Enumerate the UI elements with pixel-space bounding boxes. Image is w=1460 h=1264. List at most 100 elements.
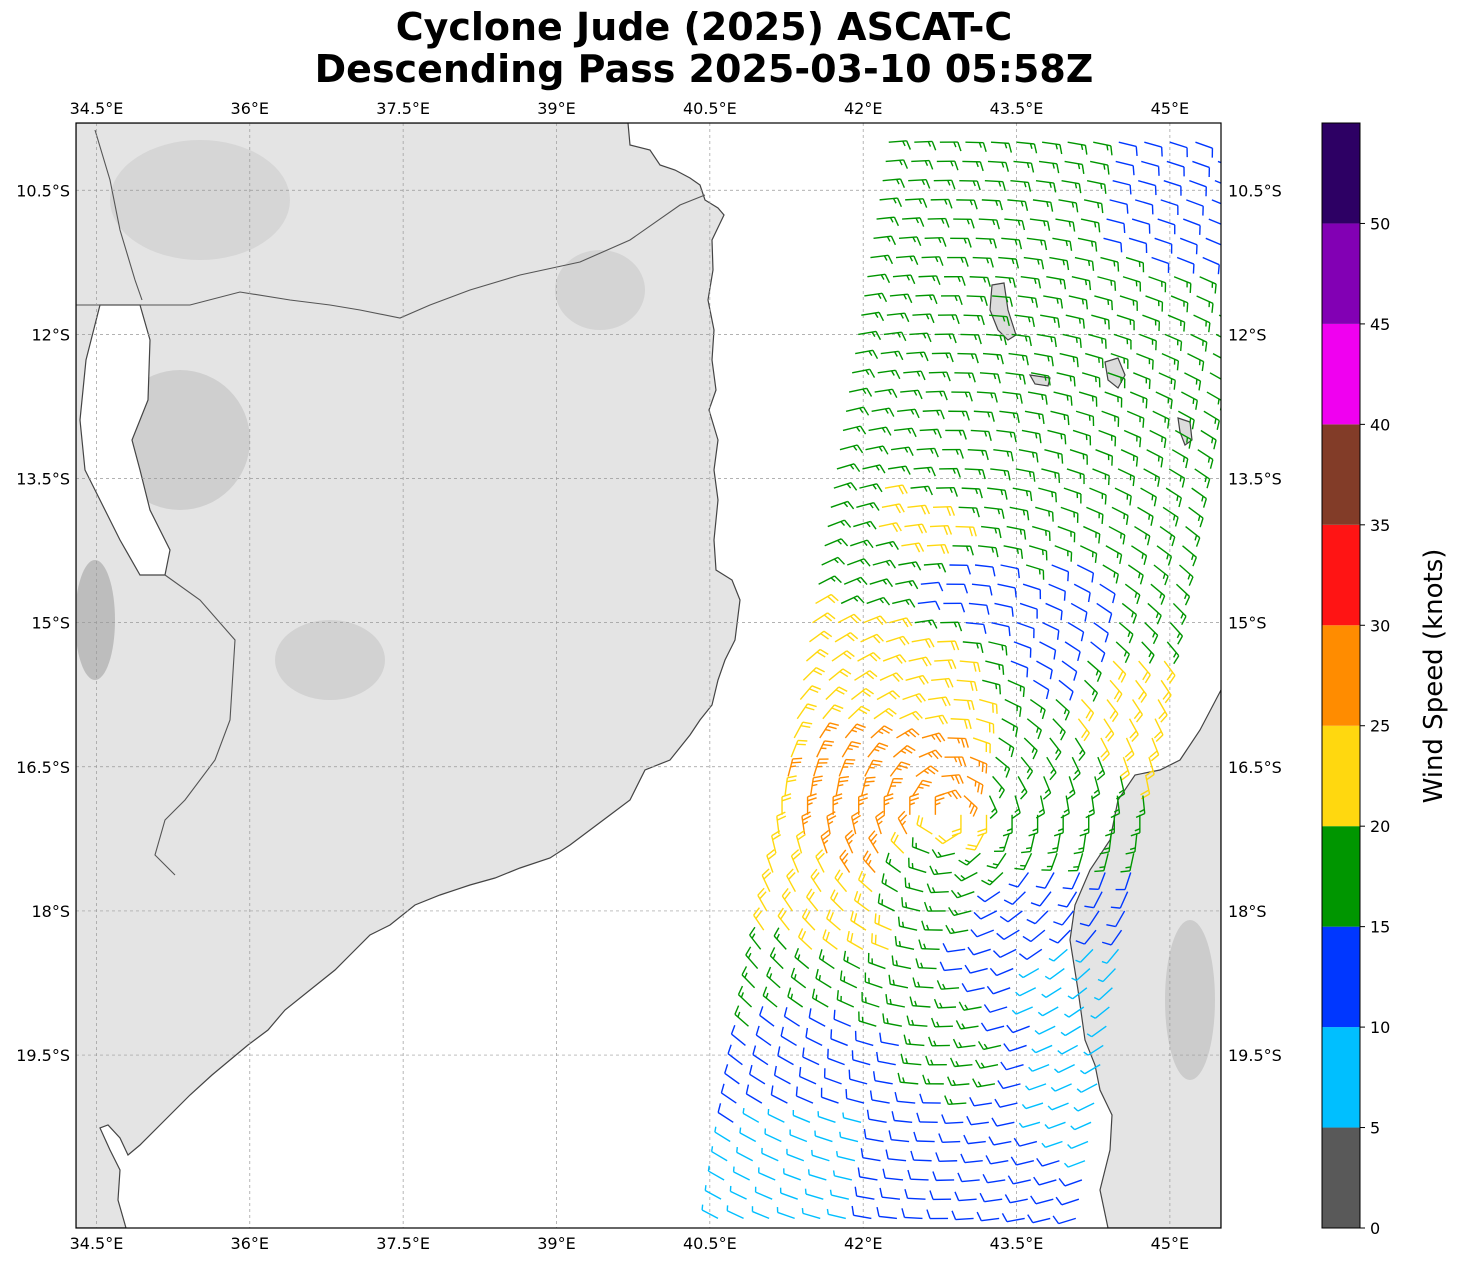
wind-barb-flag: [1142, 671, 1149, 681]
wind-barb-flag: [884, 274, 891, 284]
wind-barb-flag: [1073, 851, 1084, 855]
wind-barb-staff: [1033, 679, 1050, 691]
wind-barb-flag: [885, 426, 892, 436]
wind-barb-flag: [897, 810, 906, 819]
wind-barb-staff: [1145, 776, 1151, 795]
wind-barb-flag: [717, 1103, 722, 1113]
wind-barb: [1011, 333, 1032, 347]
wind-barb-half-flag: [1125, 866, 1131, 869]
wind-barb-half-flag: [1079, 749, 1084, 755]
wind-barb: [932, 1171, 955, 1182]
wind-barb: [969, 756, 988, 774]
wind-barb-flag: [1157, 477, 1161, 487]
wind-barb-flag: [842, 668, 852, 675]
wind-barb: [1106, 910, 1126, 928]
plot-frame: [75, 122, 1222, 1229]
wind-barb-flag: [942, 714, 949, 724]
wind-barb-staff: [1169, 141, 1188, 149]
wind-barb-staff: [766, 855, 774, 873]
wind-barb: [913, 1131, 935, 1143]
wind-barb-half-flag: [955, 449, 959, 455]
wind-barb-staff: [963, 1006, 982, 1011]
wind-barb-flag: [1170, 399, 1173, 410]
wind-barb-flag: [966, 565, 971, 575]
wind-barb-half-flag: [1078, 847, 1084, 850]
wind-barb: [1006, 1024, 1030, 1034]
wind-barb: [789, 1129, 808, 1143]
wind-barb-staff: [963, 314, 982, 317]
wind-barb-staff: [1158, 372, 1176, 381]
wind-barb: [1098, 429, 1117, 447]
wind-barb-flag: [976, 180, 981, 191]
wind-barb-flag: [970, 929, 978, 938]
wind-barb: [904, 523, 928, 534]
wind-barb-half-flag: [956, 738, 961, 744]
wind-barb-staff: [1112, 179, 1131, 186]
wind-barb-staff: [868, 1118, 887, 1123]
wind-barb-flag: [931, 619, 938, 629]
wind-barb-staff: [889, 617, 907, 624]
wind-barb-flag: [1167, 419, 1170, 429]
wind-barb-half-flag: [825, 728, 831, 732]
wind-barb: [1050, 1083, 1072, 1092]
wind-barb: [1105, 814, 1115, 837]
wind-barb: [926, 883, 949, 894]
wind-barb-half-flag: [871, 331, 876, 338]
wind-barb: [857, 1167, 878, 1181]
wind-barb: [958, 1001, 982, 1011]
wind-barb-staff: [1019, 987, 1037, 997]
wind-barb: [956, 199, 978, 210]
wind-barb-staff: [981, 199, 1000, 202]
wind-barb-half-flag: [1055, 143, 1058, 150]
wind-barb-staff: [1104, 391, 1122, 399]
wind-barb-staff: [1000, 564, 1019, 570]
wind-barb: [930, 198, 953, 209]
wind-barb: [933, 179, 956, 190]
wind-barb: [1120, 853, 1135, 873]
wind-barb-flag: [979, 161, 984, 172]
wind-barb: [1053, 391, 1073, 406]
wind-barb: [924, 237, 947, 247]
wind-barb-flag: [1018, 239, 1023, 250]
wind-barb-flag: [847, 500, 855, 510]
wind-barb-half-flag: [701, 1204, 704, 1211]
wind-barb: [1084, 679, 1099, 702]
wind-barb-flag: [823, 630, 833, 638]
wind-barb-staff: [812, 997, 829, 1008]
wind-barb: [836, 463, 861, 473]
lon-tick-label-bottom: 39°E: [537, 1234, 575, 1253]
wind-barb-staff: [1012, 1025, 1030, 1034]
wind-barb: [1100, 737, 1110, 762]
wind-barb-staff: [899, 710, 917, 720]
wind-barb-half-flag: [889, 998, 892, 1005]
wind-barb: [890, 446, 914, 457]
wind-barb-staff: [1024, 410, 1043, 416]
wind-barb-flag: [730, 1024, 736, 1035]
wind-barb-flag: [958, 1001, 965, 1011]
wind-barb-half-flag: [1001, 644, 1004, 651]
wind-barb-staff: [1028, 545, 1047, 552]
wind-barb: [936, 160, 959, 171]
wind-barb: [1191, 487, 1208, 508]
wind-barb: [911, 837, 930, 854]
wind-barb-staff: [824, 538, 842, 547]
wind-barb: [933, 505, 956, 516]
wind-barb-flag: [880, 727, 890, 734]
wind-barb: [947, 737, 969, 748]
wind-barb: [835, 775, 850, 796]
wind-barb-half-flag: [1152, 632, 1156, 638]
wind-barb-staff: [815, 977, 832, 989]
wind-barb: [902, 692, 926, 703]
wind-barb-flag: [797, 739, 808, 742]
wind-barb-half-flag: [1046, 201, 1049, 208]
wind-barb: [1161, 352, 1180, 371]
wind-barb-staff: [960, 333, 979, 336]
wind-barb-flag: [1055, 1196, 1063, 1206]
wind-barb-half-flag: [736, 1146, 738, 1153]
wind-barb-flag: [938, 256, 944, 266]
wind-barb-staff: [777, 1055, 794, 1066]
wind-barb: [836, 1151, 856, 1162]
wind-barb-flag: [1066, 260, 1070, 271]
wind-barb-staff: [771, 1094, 788, 1104]
wind-barb-staff: [910, 485, 929, 489]
